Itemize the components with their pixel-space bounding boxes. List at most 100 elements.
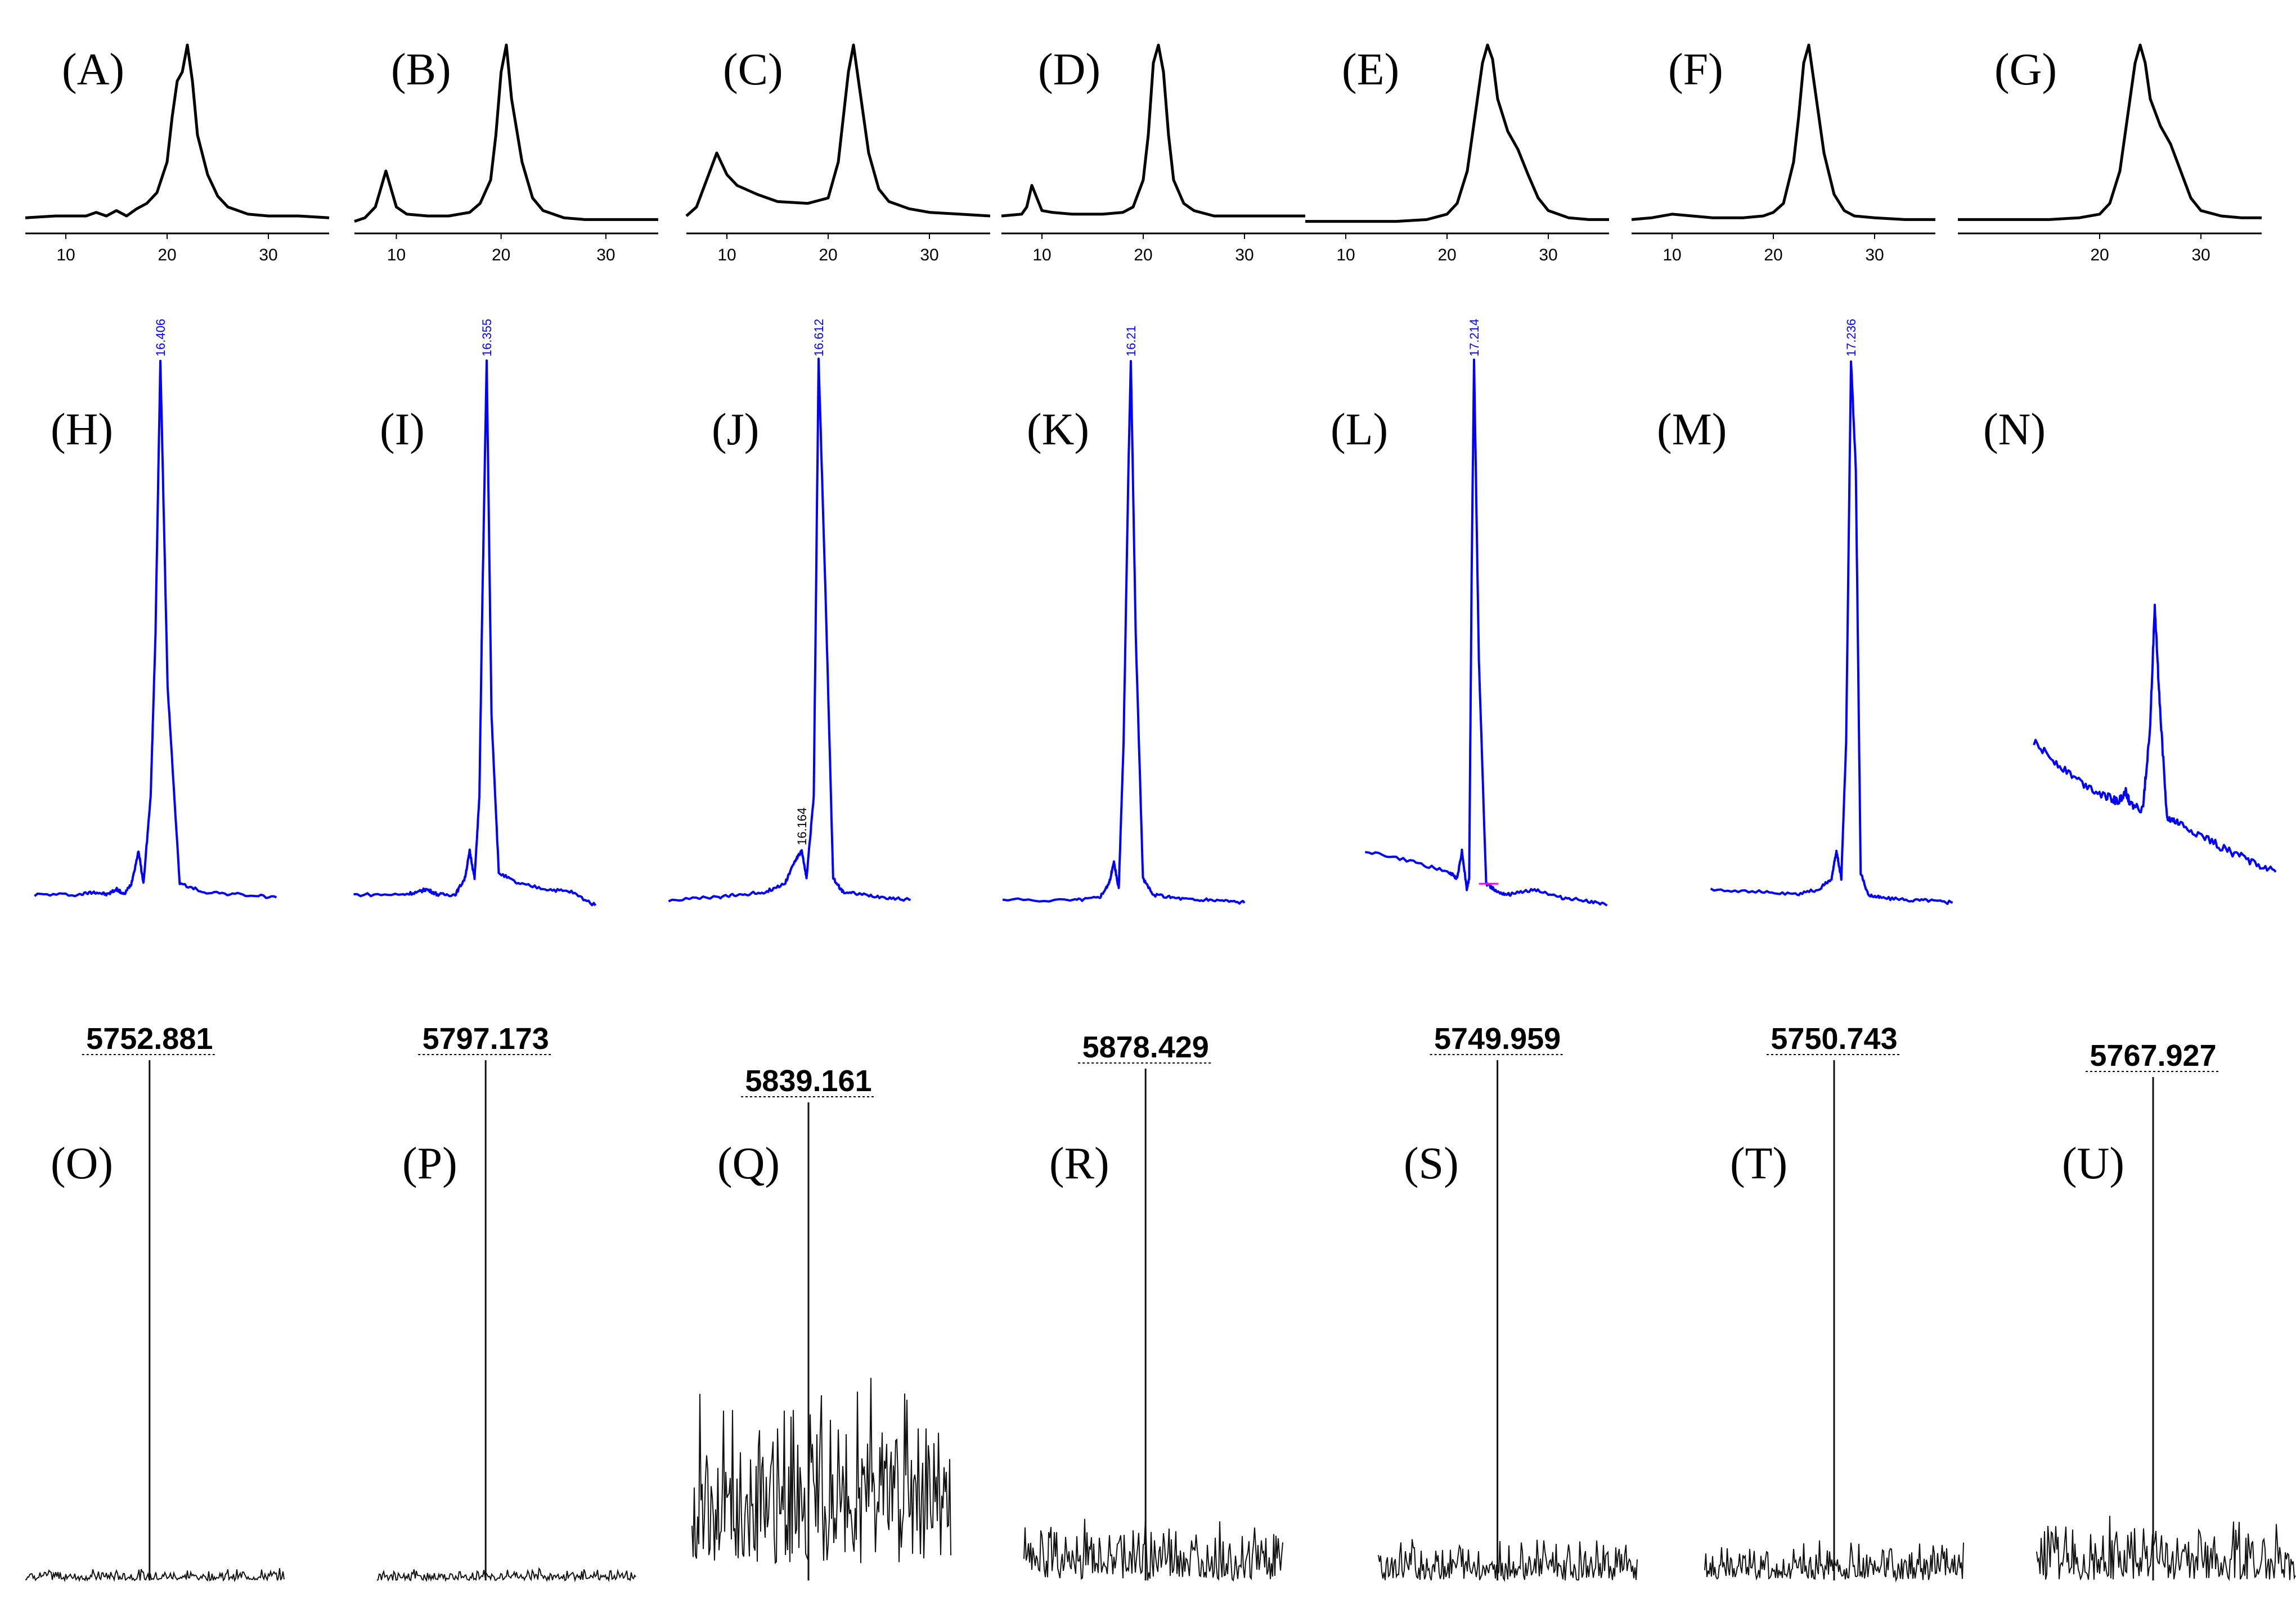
x-tick-label: 10 — [717, 246, 736, 264]
panel-label: (H) — [51, 405, 113, 454]
panel-label: (S) — [1404, 1139, 1459, 1188]
peak-retention-label: 16.406 — [154, 319, 168, 357]
mass-peak-label: 5878.429 — [1082, 1030, 1209, 1064]
chromatogram-trace — [1305, 43, 1609, 223]
x-tick-label: 20 — [1437, 246, 1456, 264]
panel-h: 16.406 (H) — [34, 319, 277, 899]
peak-retention-label: 16.355 — [480, 319, 494, 357]
mass-peak-label: 5839.161 — [745, 1064, 871, 1098]
chromatogram-trace — [1002, 360, 1246, 905]
panel-d: 10 20 30 (D) — [1001, 43, 1305, 264]
panel-o: 5752.881 (O) — [25, 1022, 285, 1583]
spectrum-noise-trace — [376, 1567, 636, 1583]
panel-m: 17.236 (M) — [1657, 319, 1953, 905]
x-tick-label: 20 — [1764, 246, 1782, 264]
panel-u: 5767.927 (U) — [2036, 1039, 2296, 1582]
panel-label: (J) — [712, 405, 759, 454]
chromatogram-trace — [34, 359, 277, 899]
panel-label: (L) — [1331, 405, 1388, 454]
x-tick-label: 30 — [1235, 246, 1253, 264]
mass-peak-label: 5752.881 — [86, 1022, 213, 1056]
panel-n: (N) — [1983, 405, 2277, 873]
x-tick-label: 10 — [56, 246, 75, 264]
panel-p: 5797.173 (P) — [376, 1022, 636, 1583]
hplc-chromatogram-row: 16.406 (H) 16.355 (I) 16.612 16.164 (J) 16.21 (K… — [34, 319, 2277, 907]
peak-retention-label: 16.21 — [1124, 326, 1138, 357]
x-tick-label: 10 — [1336, 246, 1355, 264]
panel-j: 16.612 16.164 (J) — [668, 319, 911, 903]
x-tick-label: 20 — [158, 246, 176, 264]
panel-b: 10 20 30 (B) — [354, 43, 658, 264]
spectrum-noise-trace — [25, 1568, 285, 1583]
mass-spectrum-row: 5752.881 (O) 5797.173 (P) 5839.161 (Q) 5878.42… — [25, 1022, 2296, 1583]
x-tick-label: 30 — [2191, 246, 2210, 264]
x-tick-label: 30 — [1539, 246, 1557, 264]
spectrum-noise-trace — [2036, 1515, 2296, 1582]
peak-retention-label: 17.236 — [1844, 319, 1858, 357]
x-tick-label: 30 — [596, 246, 615, 264]
sec-chromatogram-row: 10 20 30 (A) 10 20 30 (B) 10 20 30 (C) 10 20 30 (D) 10 20… — [25, 43, 2262, 264]
chromatogram-trace — [1001, 43, 1305, 218]
mass-peak-label: 5767.927 — [2090, 1039, 2216, 1073]
minor-peak-label: 16.164 — [795, 808, 809, 845]
x-tick-label: 20 — [492, 246, 510, 264]
panel-s: 5749.959 (S) — [1378, 1022, 1638, 1582]
x-tick-label: 10 — [1032, 246, 1051, 264]
panel-f: 10 20 30 (F) — [1631, 43, 1935, 264]
panel-c: 10 20 30 (C) — [685, 43, 991, 264]
chromatogram-trace — [685, 43, 991, 218]
panel-label: (A) — [62, 45, 124, 94]
x-tick-label: 20 — [1134, 246, 1152, 264]
x-tick-label: 10 — [387, 246, 406, 264]
chromatogram-trace — [353, 359, 597, 907]
panel-e: 10 20 30 (E) — [1305, 43, 1609, 264]
panel-label: (O) — [51, 1139, 113, 1188]
panel-r: 5878.429 (R) — [1023, 1030, 1283, 1582]
panel-label: (G) — [1994, 45, 2057, 94]
panel-l: 17.214 (L) — [1331, 319, 1608, 907]
panel-label: (F) — [1668, 45, 1723, 94]
chromatogram-trace — [2033, 603, 2277, 873]
mass-peak-label: 5749.959 — [1434, 1022, 1561, 1056]
panel-label: (T) — [1730, 1139, 1787, 1188]
x-tick-label: 20 — [2090, 246, 2109, 264]
spectrum-noise-trace — [1378, 1539, 1638, 1582]
x-tick-label: 30 — [259, 246, 277, 264]
panel-label: (K) — [1027, 405, 1089, 454]
mass-peak-label: 5797.173 — [423, 1022, 549, 1056]
panel-a: 10 20 30 (A) — [25, 43, 330, 264]
chromatogram-trace — [1365, 358, 1608, 907]
x-tick-label: 20 — [819, 246, 837, 264]
panel-g: 20 30 (G) — [1958, 43, 2262, 264]
mass-peak-label: 5750.743 — [1771, 1022, 1897, 1056]
chromatogram-trace — [1631, 43, 1935, 221]
chromatogram-trace — [1958, 43, 2262, 221]
x-tick-label: 30 — [920, 246, 938, 264]
panel-label: (N) — [1983, 405, 2046, 454]
peak-retention-label: 16.612 — [812, 319, 826, 357]
chromatogram-trace — [668, 357, 911, 903]
panel-label: (U) — [2062, 1139, 2124, 1188]
chromatogram-trace — [25, 43, 330, 219]
panel-k: 16.21 (K) — [1002, 326, 1246, 905]
chromatogram-trace — [1710, 360, 1953, 905]
panel-label: (D) — [1038, 45, 1100, 94]
panel-t: 5750.743 (T) — [1704, 1022, 1964, 1583]
panel-label: (B) — [391, 45, 451, 94]
x-tick-label: 10 — [1663, 246, 1681, 264]
panel-label: (Q) — [717, 1139, 780, 1188]
panel-label: (I) — [380, 405, 425, 454]
x-tick-label: 30 — [1865, 246, 1884, 264]
panel-q: 5839.161 (Q) — [691, 1064, 951, 1580]
panel-label: (M) — [1657, 405, 1727, 454]
panel-label: (C) — [723, 45, 783, 94]
panel-label: (R) — [1049, 1139, 1109, 1188]
panel-label: (E) — [1342, 45, 1399, 94]
panel-label: (P) — [402, 1139, 457, 1188]
spectrum-noise-trace — [1023, 1518, 1283, 1582]
panel-i: 16.355 (I) — [353, 319, 597, 907]
peak-retention-label: 17.214 — [1467, 319, 1481, 357]
chromatogram-trace — [354, 43, 658, 223]
spectrum-noise-trace — [691, 1377, 951, 1565]
